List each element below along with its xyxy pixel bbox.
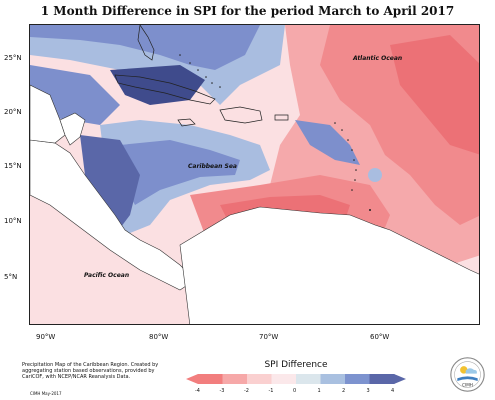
outline-hispaniola <box>219 106 263 124</box>
map-title: 1 Month Difference in SPI for the period… <box>40 4 455 18</box>
map-description: Precipitation Map of the Caribbean Regio… <box>22 362 159 380</box>
legend-color-cell <box>222 374 248 384</box>
legend-tick-label: -3 <box>219 388 225 394</box>
lat-label-25n: 25°N <box>4 54 22 62</box>
lon-label-70w: 70°W <box>259 333 279 341</box>
lon-label-80w: 80°W <box>149 333 169 341</box>
lat-label-5n: 5°N <box>4 273 18 281</box>
lat-label-20n: 20°N <box>4 108 22 116</box>
legend-color-cell <box>369 374 395 384</box>
legend-color-cell <box>320 374 346 384</box>
spi-map <box>29 24 480 325</box>
outline-puerto-rico <box>274 114 289 121</box>
legend-tick-label: 2 <box>342 388 346 394</box>
legend-color-cell <box>198 374 223 384</box>
lon-label-90w: 90°W <box>36 333 56 341</box>
legend-tick-label: 1 <box>317 388 321 394</box>
legend-tick-label: 0 <box>293 388 297 394</box>
lat-label-10n: 10°N <box>4 217 22 225</box>
label-caribbean-sea: Caribbean Sea <box>188 163 237 170</box>
bahamas-islands <box>179 54 221 88</box>
very-strong-positive-spi-region-cuba <box>110 65 205 105</box>
legend-tick-label: 3 <box>366 388 370 394</box>
lesser-antilles-islands <box>334 122 371 211</box>
strong-positive-spi-region-gulf <box>30 25 260 70</box>
label-pacific-ocean: Pacific Ocean <box>84 272 130 279</box>
outline-jamaica <box>177 118 196 127</box>
legend-colorbar <box>186 374 406 384</box>
land-south-america <box>179 206 479 324</box>
legend-tick-label: -4 <box>195 388 200 394</box>
legend-color-cell <box>345 374 370 384</box>
legend-tick-label: -2 <box>244 388 249 394</box>
lat-label-15n: 15°N <box>4 162 22 170</box>
legend-arrow-left <box>186 374 198 384</box>
legend-tick-label: 4 <box>391 388 395 394</box>
spi-map-canvas <box>30 25 479 324</box>
legend-tick-label: -1 <box>268 388 274 394</box>
logo-text: CIMH <box>462 383 473 388</box>
lon-label-60w: 60°W <box>370 333 390 341</box>
legend-color-cell <box>296 374 321 384</box>
land-yucatan <box>59 112 86 146</box>
legend-arrow-right <box>394 374 406 384</box>
strong-positive-spi-region-central-caribbean <box>120 140 240 205</box>
map-credit: CIMH May-2017 <box>30 391 62 396</box>
outline-cuba <box>114 74 216 105</box>
legend-title: SPI Difference <box>264 360 328 370</box>
legend-color-cell <box>247 374 272 384</box>
positive-spi-patch-windwards <box>368 168 382 182</box>
legend-color-cell <box>271 374 297 384</box>
cimh-logo-icon: CIMH <box>450 357 485 392</box>
very-strong-negative-spi-region <box>390 35 479 155</box>
outline-florida <box>137 25 155 61</box>
label-atlantic-ocean: Atlantic Ocean <box>353 55 403 62</box>
positive-spi-region-leewards <box>295 120 360 165</box>
